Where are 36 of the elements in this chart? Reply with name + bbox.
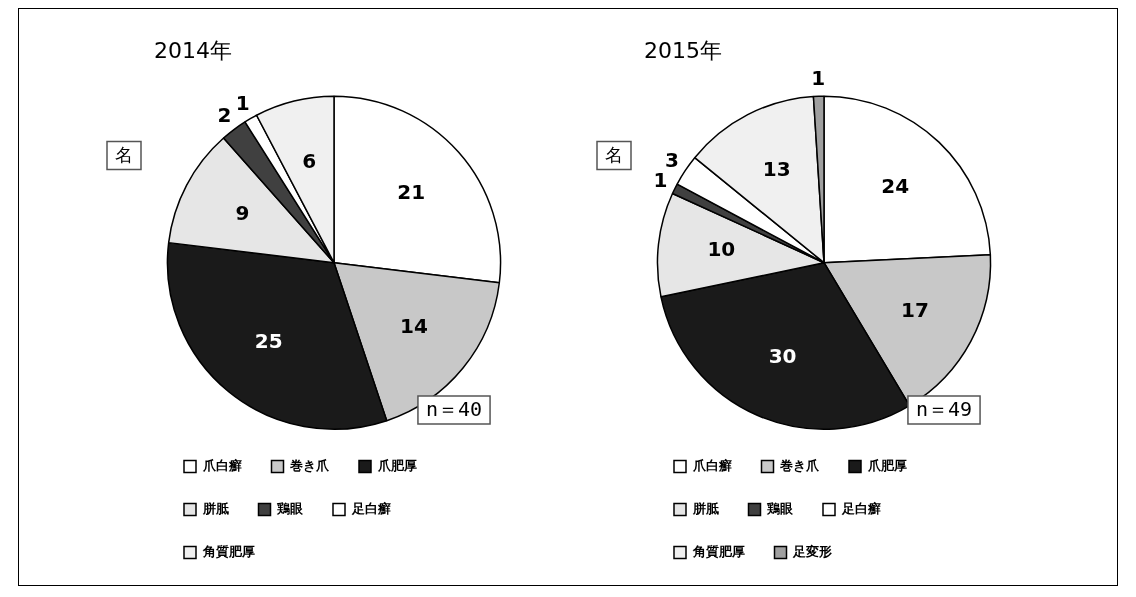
text: 名 bbox=[605, 144, 623, 166]
data-label: 13 bbox=[762, 157, 791, 182]
chart-title: 2014年 bbox=[154, 37, 232, 63]
legend-label: 爪白癬 bbox=[201, 457, 242, 473]
data-label: 24 bbox=[881, 174, 910, 199]
legend-label: 足白癬 bbox=[840, 500, 881, 516]
data-label: 14 bbox=[400, 314, 428, 339]
legend-label: 爪肥厚 bbox=[376, 457, 417, 473]
data-label: 1 bbox=[811, 66, 826, 91]
data-label: 3 bbox=[665, 147, 679, 172]
legend-label: 胼胝 bbox=[691, 500, 719, 516]
legend-label: 胼胝 bbox=[201, 500, 229, 516]
legend-label: 巻き爪 bbox=[779, 457, 820, 473]
data-label: 21 bbox=[397, 180, 426, 205]
legend-label: 角質肥厚 bbox=[691, 543, 745, 559]
legend-label: 角質肥厚 bbox=[201, 543, 255, 559]
legend-label: 足変形 bbox=[792, 543, 832, 559]
data-label: 30 bbox=[768, 343, 797, 368]
data-label: 2 bbox=[217, 102, 232, 127]
legend-label: 巻き爪 bbox=[289, 457, 330, 473]
chart-title: 2015年 bbox=[644, 37, 722, 63]
data-label: 17 bbox=[901, 297, 929, 322]
data-label: 1 bbox=[235, 90, 250, 115]
legend-label: 爪白癬 bbox=[691, 457, 732, 473]
legend-label: 鶏眼 bbox=[766, 500, 794, 516]
legend-label: 鶏眼 bbox=[276, 500, 304, 516]
text: n＝49 bbox=[915, 397, 973, 422]
legend-label: 爪肥厚 bbox=[866, 457, 907, 473]
text: 名 bbox=[115, 144, 133, 166]
data-label: 1 bbox=[653, 167, 668, 192]
text: n＝40 bbox=[425, 397, 483, 422]
data-label: 25 bbox=[254, 328, 283, 353]
legend-label: 足白癬 bbox=[350, 500, 391, 516]
data-label: 10 bbox=[707, 237, 736, 262]
data-label: 6 bbox=[302, 148, 317, 173]
data-label: 9 bbox=[235, 200, 250, 225]
